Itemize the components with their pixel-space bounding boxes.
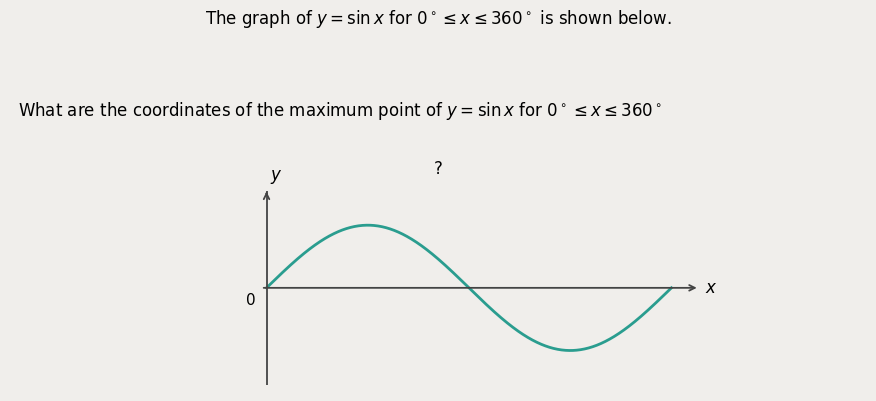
Text: The graph of $y = \sin x$ for $0^\circ \leq x \leq 360^\circ$ is shown below.: The graph of $y = \sin x$ for $0^\circ \… (205, 8, 671, 30)
Text: What are the coordinates of the maximum point of $y = \sin x$ for $0^\circ \leq : What are the coordinates of the maximum … (18, 100, 661, 122)
Text: 0: 0 (245, 293, 255, 308)
Text: ?: ? (434, 160, 442, 178)
Text: $y$: $y$ (270, 168, 282, 186)
Text: $x$: $x$ (705, 279, 717, 297)
